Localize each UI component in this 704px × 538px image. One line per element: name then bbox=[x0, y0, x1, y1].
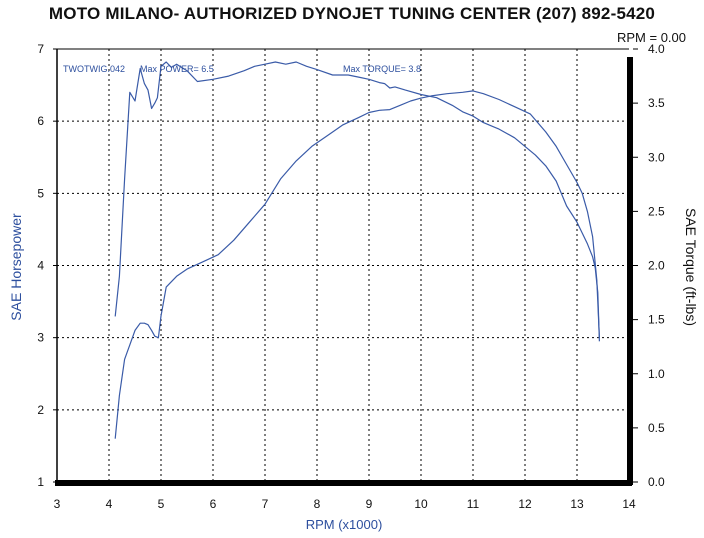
horsepower-curve bbox=[114, 90, 600, 439]
torque-curve bbox=[114, 61, 600, 342]
page-title: MOTO MILANO- AUTHORIZED DYNOJET TUNING C… bbox=[48, 4, 656, 23]
grid bbox=[57, 49, 629, 482]
y2-tick-label: 0.0 bbox=[648, 475, 665, 489]
y2-tick-label: 3.5 bbox=[648, 96, 665, 110]
x-tick-label: 10 bbox=[414, 497, 428, 511]
plot-frame bbox=[55, 48, 633, 486]
rpm-readout: RPM = 0.00 bbox=[617, 30, 686, 45]
x-tick-label: 14 bbox=[622, 497, 636, 511]
x-tick-label: 12 bbox=[518, 497, 532, 511]
y-tick-label: 3 bbox=[37, 331, 44, 345]
y-tick-label: 5 bbox=[37, 186, 44, 200]
x-tick-label: 3 bbox=[54, 497, 61, 511]
y-tick-label: 1 bbox=[37, 475, 44, 489]
max-torque-label: Max TORQUE= 3.8 bbox=[343, 64, 421, 74]
y2-tick-label: 3.0 bbox=[648, 150, 665, 164]
x-tick-label: 5 bbox=[158, 497, 165, 511]
y-axis-label-right: SAE Torque (ft-lbs) bbox=[683, 208, 699, 326]
run-label: TWOTWIG.042 bbox=[63, 64, 125, 74]
y-tick-label: 6 bbox=[37, 114, 44, 128]
axis-ticks: 3 4 5 6 7 8 9 10 11 12 13 1412345670.00.51.01.52.02… bbox=[37, 42, 665, 511]
x-tick-label: 7 bbox=[262, 497, 269, 511]
y2-tick-label: 1.0 bbox=[648, 367, 665, 381]
x-tick-label: 4 bbox=[106, 497, 113, 511]
x-tick-label: 8 bbox=[314, 497, 321, 511]
y2-tick-label: 4.0 bbox=[648, 42, 665, 56]
y2-tick-label: 1.5 bbox=[648, 313, 665, 327]
x-tick-label: 11 bbox=[467, 497, 480, 511]
y-axis-label-left: SAE Horsepower bbox=[8, 213, 24, 321]
y-tick-label: 7 bbox=[37, 42, 44, 56]
y-tick-label: 4 bbox=[37, 259, 44, 273]
y2-tick-label: 2.0 bbox=[648, 259, 665, 273]
x-tick-label: 6 bbox=[210, 497, 217, 511]
x-tick-label: 13 bbox=[570, 497, 584, 511]
x-axis-label: RPM (x1000) bbox=[306, 517, 383, 532]
series-group bbox=[114, 61, 600, 439]
y-tick-label: 2 bbox=[37, 403, 44, 417]
max-power-label: Max POWER= 6.5 bbox=[140, 64, 214, 74]
y2-tick-label: 0.5 bbox=[648, 421, 665, 435]
y2-tick-label: 2.5 bbox=[648, 204, 665, 218]
x-tick-label: 9 bbox=[366, 497, 373, 511]
